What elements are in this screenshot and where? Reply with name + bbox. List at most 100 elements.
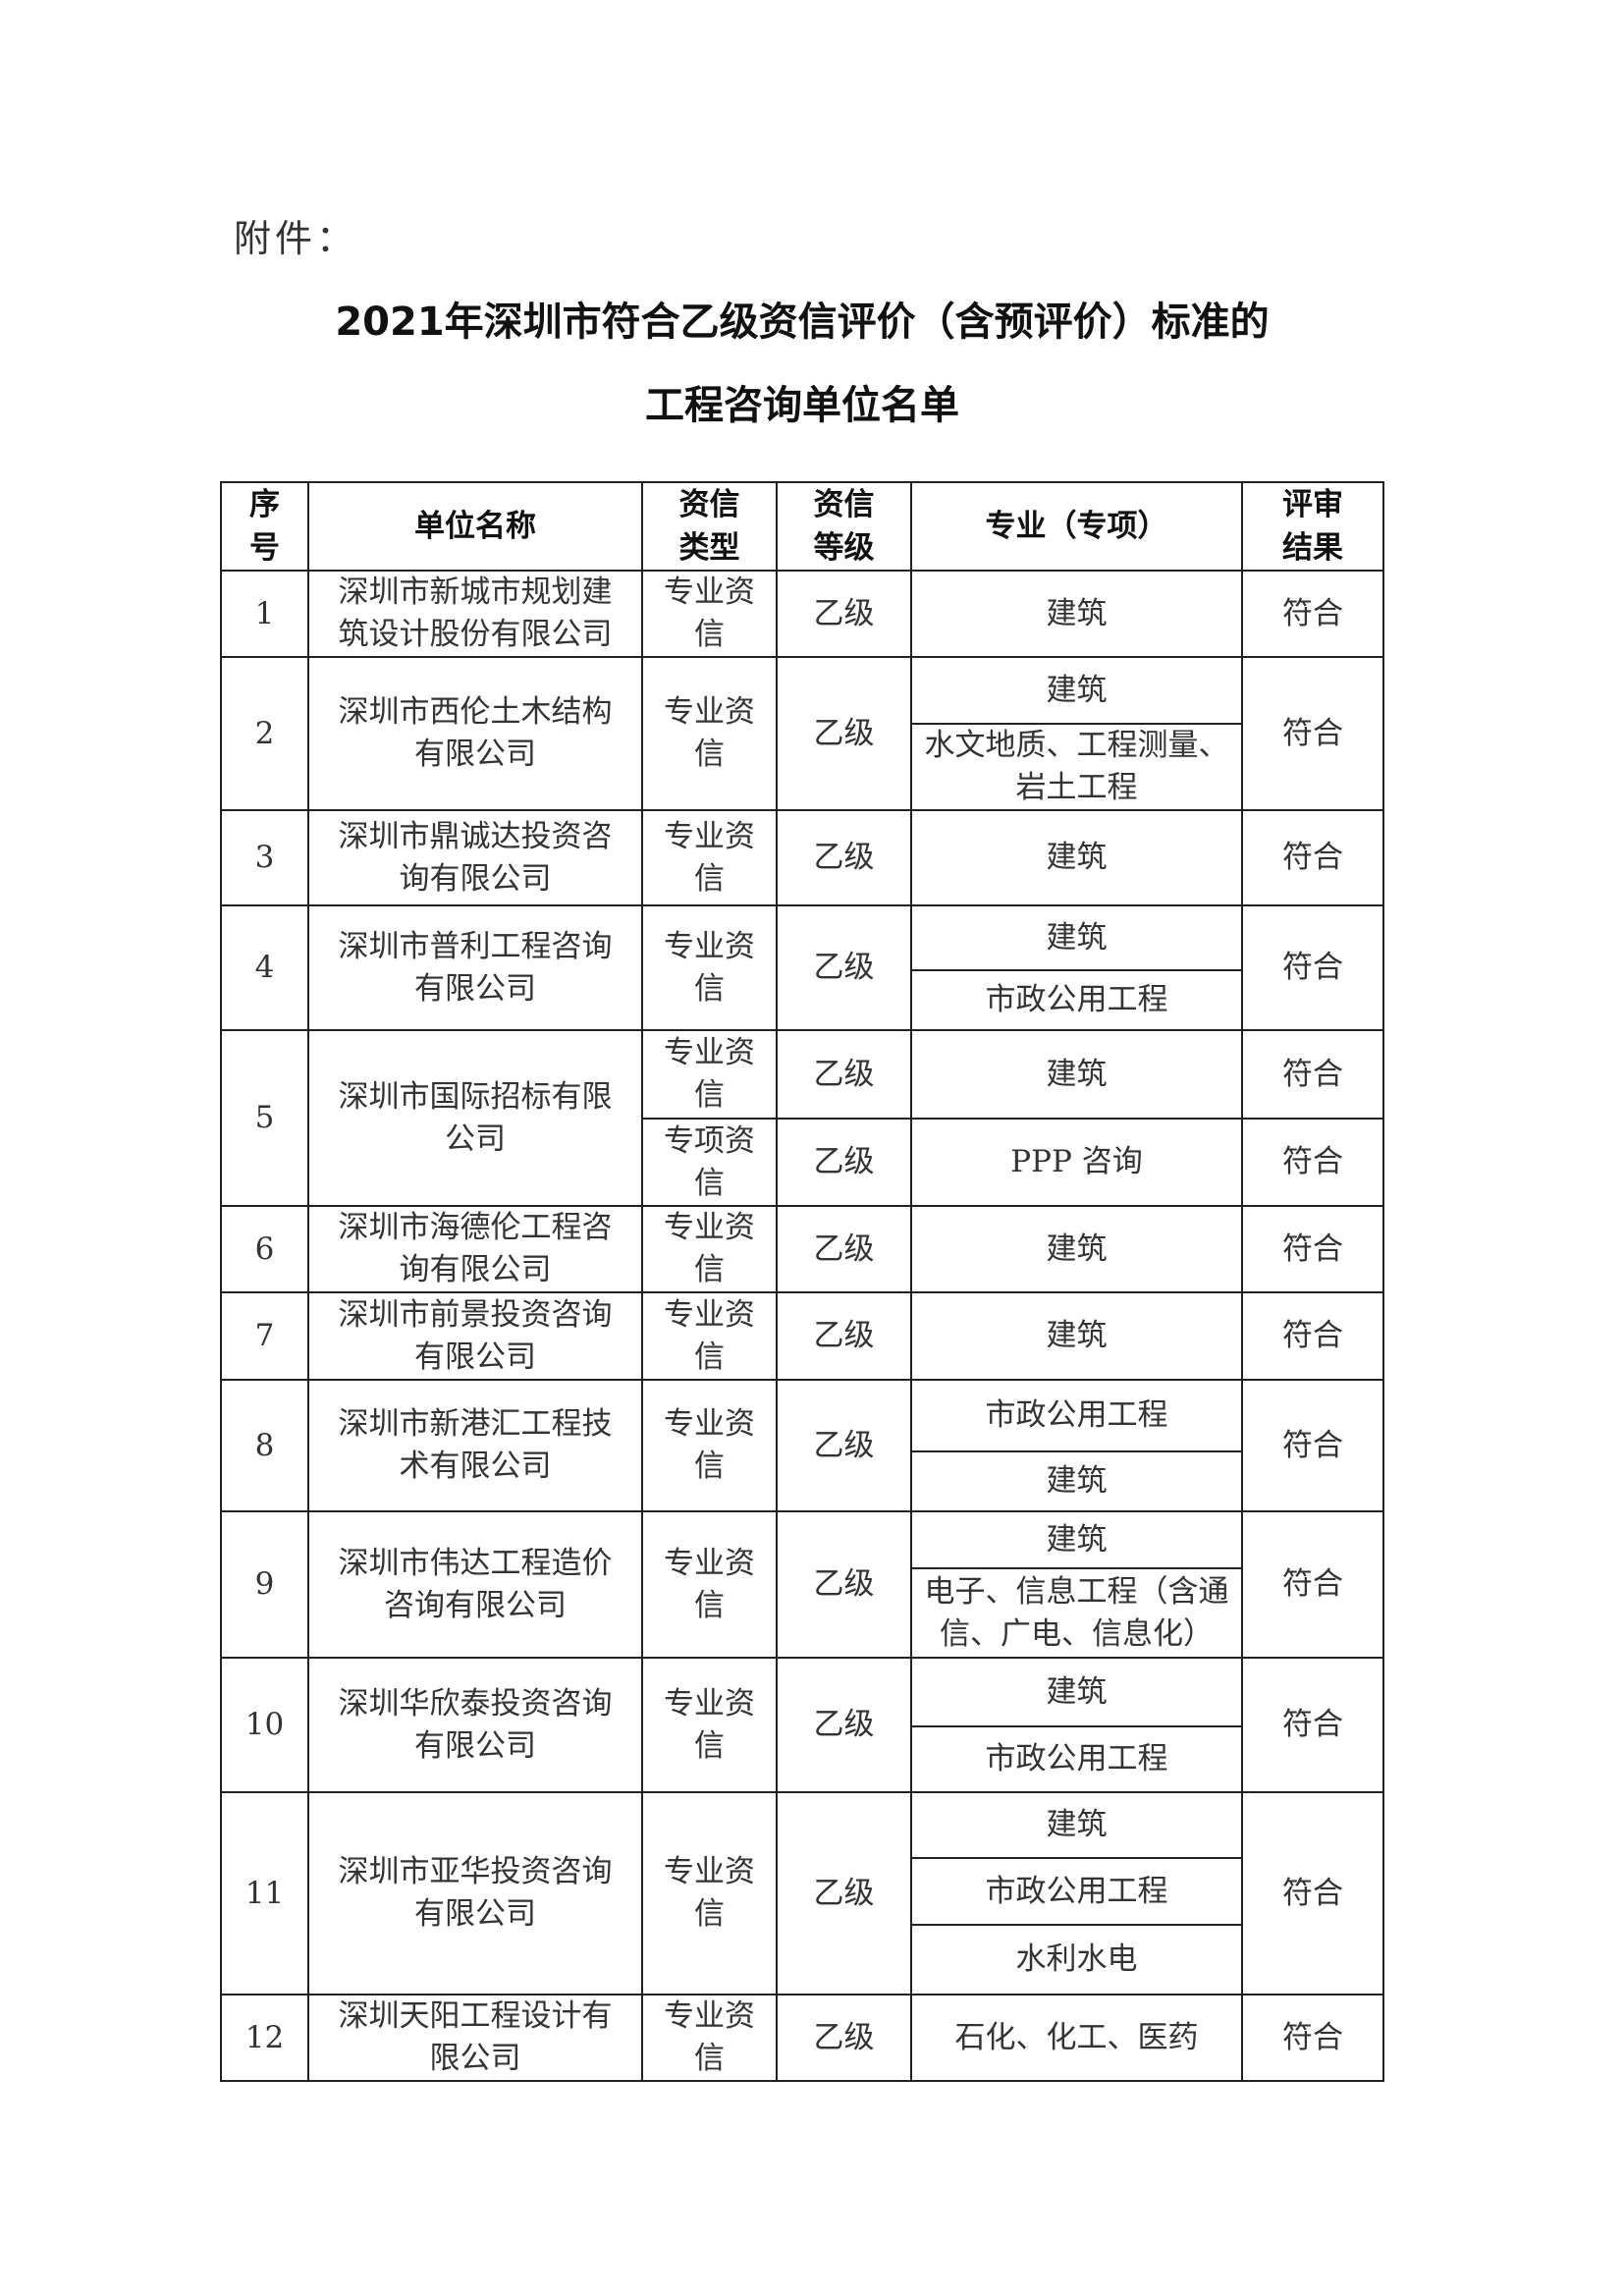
review-result: 符合 [1241, 904, 1384, 1031]
specialty: 建筑 [910, 1291, 1243, 1381]
header-credit-grade: 资信等级 [776, 481, 912, 572]
table-row: 建筑 [221, 1450, 1383, 1512]
review-result: 符合 [1241, 1994, 1384, 2082]
row-seq: 9 [220, 1510, 309, 1659]
credit-type: 专业资信 [641, 1379, 778, 1512]
credit-grade: 乙级 [776, 1291, 912, 1381]
table-header-row: 序号 单位名称 资信类型 资信等级 专业（专项） 评审结果 [220, 481, 1384, 572]
unit-name: 深圳市鼎诚达投资咨询有限公司 [307, 809, 643, 906]
row-seq: 5 [220, 1029, 309, 1207]
credit-grade: 乙级 [776, 1510, 912, 1659]
credit-grade: 乙级 [776, 656, 912, 811]
review-result: 符合 [1241, 1205, 1384, 1293]
credit-type: 专业资信 [641, 1791, 778, 1995]
row-seq: 1 [220, 570, 309, 658]
specialty: 电子、信息工程（含通信、广电、信息化） [910, 1567, 1243, 1659]
credit-grade: 乙级 [776, 1994, 912, 2082]
table-row: 8 深圳市新港汇工程技术有限公司 专业资信 乙级 市政公用工程 符合 [220, 1379, 1384, 1512]
table-row: 3 深圳市鼎诚达投资咨询有限公司 专业资信 乙级 建筑 符合 [220, 809, 1384, 906]
table-row: 水文地质、工程测量、岩土工程 [221, 723, 1383, 811]
table-row: 9 深圳市伟达工程造价咨询有限公司 专业资信 乙级 建筑 符合 [220, 1510, 1384, 1659]
credit-grade: 乙级 [776, 1029, 912, 1120]
header-review-result: 评审结果 [1241, 481, 1384, 572]
credit-type: 专业资信 [641, 570, 778, 658]
row-seq: 8 [220, 1379, 309, 1512]
credit-type: 专业资信 [641, 656, 778, 811]
attachment-label: 附件： [234, 217, 358, 260]
header-unit-name: 单位名称 [307, 481, 643, 572]
document-title-line1: 2021年深圳市符合乙级资信评价（含预评价）标准的 [335, 300, 1270, 345]
table-row: 6 深圳市海德伦工程咨询有限公司 专业资信 乙级 建筑 符合 [220, 1205, 1384, 1293]
qualified-units-table: 序号 单位名称 资信类型 资信等级 专业（专项） 评审结果 1 深圳市新城市规划建… [220, 481, 1384, 2082]
specialty: 建筑 [910, 1450, 1243, 1512]
document-title-line2: 工程咨询单位名单 [645, 383, 959, 428]
specialty: 建筑 [910, 1657, 1243, 1727]
row-seq: 11 [220, 1791, 309, 1995]
specialty: PPP 咨询 [910, 1118, 1243, 1207]
unit-name: 深圳市新城市规划建筑设计股份有限公司 [307, 570, 643, 658]
header-seq: 序号 [220, 481, 309, 572]
credit-type: 专业资信 [641, 809, 778, 906]
specialty: 建筑 [910, 1029, 1243, 1120]
specialty: 建筑 [910, 656, 1243, 725]
review-result: 符合 [1241, 1791, 1384, 1995]
credit-type: 专业资信 [641, 1029, 778, 1120]
row-seq: 6 [220, 1205, 309, 1293]
unit-name: 深圳华欣泰投资咨询有限公司 [307, 1657, 643, 1793]
table-row: 电子、信息工程（含通信、广电、信息化） [221, 1567, 1383, 1659]
specialty: 市政公用工程 [910, 969, 1243, 1031]
unit-name: 深圳市前景投资咨询有限公司 [307, 1291, 643, 1381]
table-row: 11 深圳市亚华投资咨询有限公司 专业资信 乙级 建筑 符合 [220, 1791, 1384, 1995]
table-row: 1 深圳市新城市规划建筑设计股份有限公司 专业资信 乙级 建筑 符合 [220, 570, 1384, 658]
unit-name: 深圳市新港汇工程技术有限公司 [307, 1379, 643, 1512]
table-row: 10 深圳华欣泰投资咨询有限公司 专业资信 乙级 建筑 符合 [220, 1657, 1384, 1793]
specialty: 石化、化工、医药 [910, 1994, 1243, 2082]
row-seq: 12 [220, 1994, 309, 2082]
credit-grade: 乙级 [776, 1205, 912, 1293]
credit-type: 专业资信 [641, 1291, 778, 1381]
unit-name: 深圳市亚华投资咨询有限公司 [307, 1791, 643, 1995]
review-result: 符合 [1241, 570, 1384, 658]
row-seq: 3 [220, 809, 309, 906]
row-seq: 2 [220, 656, 309, 811]
unit-name: 深圳市国际招标有限公司 [307, 1029, 643, 1207]
specialty: 建筑 [910, 1510, 1243, 1569]
specialty: 市政公用工程 [910, 1379, 1243, 1452]
credit-type: 专业资信 [641, 904, 778, 1031]
specialty: 市政公用工程 [910, 1857, 1243, 1926]
unit-name: 深圳市海德伦工程咨询有限公司 [307, 1205, 643, 1293]
review-result: 符合 [1241, 656, 1384, 811]
review-result: 符合 [1241, 1029, 1384, 1120]
table-row: 12 深圳天阳工程设计有限公司 专业资信 乙级 石化、化工、医药 符合 [220, 1994, 1384, 2082]
specialty: 建筑 [910, 1205, 1243, 1293]
credit-type: 专业资信 [641, 1510, 778, 1659]
credit-grade: 乙级 [776, 570, 912, 658]
table-row: 市政公用工程 [221, 969, 1383, 1031]
table-row: 水利水电 [221, 1924, 1383, 1995]
specialty: 建筑 [910, 809, 1243, 906]
row-seq: 4 [220, 904, 309, 1031]
review-result: 符合 [1241, 809, 1384, 906]
table-row: 5 深圳市国际招标有限公司 专业资信 乙级 建筑 符合 [220, 1029, 1384, 1207]
table-row: 专项资信 乙级 PPP 咨询 符合 [221, 1118, 1384, 1207]
credit-grade: 乙级 [776, 1379, 912, 1512]
unit-name: 深圳市伟达工程造价咨询有限公司 [307, 1510, 643, 1659]
table-row: 7 深圳市前景投资咨询有限公司 专业资信 乙级 建筑 符合 [220, 1291, 1384, 1381]
review-result: 符合 [1241, 1379, 1384, 1512]
table-row: 4 深圳市普利工程咨询有限公司 专业资信 乙级 建筑 符合 [220, 904, 1384, 1031]
specialty: 建筑 [910, 570, 1243, 658]
table-row: 2 深圳市西伦土木结构有限公司 专业资信 乙级 建筑 符合 [220, 656, 1384, 811]
credit-type: 专业资信 [641, 1657, 778, 1793]
review-result: 符合 [1241, 1291, 1384, 1381]
specialty: 市政公用工程 [910, 1725, 1243, 1793]
header-specialty: 专业（专项） [910, 481, 1243, 572]
credit-grade: 乙级 [776, 1657, 912, 1793]
specialty: 水文地质、工程测量、岩土工程 [910, 723, 1243, 811]
credit-type: 专业资信 [641, 1994, 778, 2082]
review-result: 符合 [1241, 1510, 1384, 1659]
unit-name: 深圳天阳工程设计有限公司 [307, 1994, 643, 2082]
credit-type: 专项资信 [641, 1118, 778, 1207]
specialty: 建筑 [910, 1791, 1243, 1859]
review-result: 符合 [1241, 1657, 1384, 1793]
specialty: 建筑 [910, 904, 1243, 971]
